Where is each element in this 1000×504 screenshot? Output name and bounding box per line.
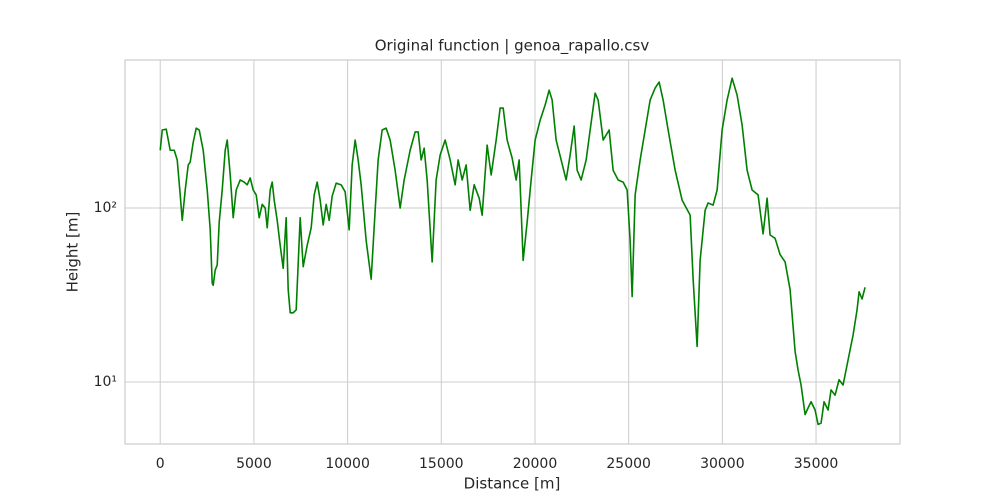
x-tick-label: 20000 (513, 456, 558, 472)
x-tick-label: 15000 (419, 456, 464, 472)
plot-frame (124, 59, 901, 445)
y-tick-label: 10² (94, 200, 117, 216)
x-tick-label: 10000 (325, 456, 370, 472)
x-tick-label: 5000 (236, 456, 272, 472)
data-line (159, 77, 866, 426)
x-tick-label: 25000 (606, 456, 651, 472)
x-tick-label: 35000 (794, 456, 839, 472)
x-axis-label: Distance [m] (464, 475, 561, 493)
y-axis-label: Height [m] (64, 212, 82, 293)
y-tick-label: 10¹ (94, 374, 117, 390)
chart-title: Original function | genoa_rapallo.csv (375, 37, 650, 56)
x-tick-label: 30000 (700, 456, 745, 472)
x-tick-label: 0 (156, 456, 165, 472)
